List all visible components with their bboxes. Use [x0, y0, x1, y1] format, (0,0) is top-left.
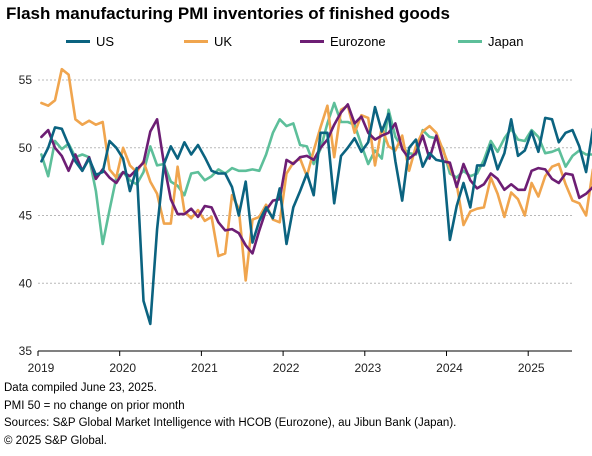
- legend-label-japan: Japan: [488, 34, 524, 49]
- series-line-us: [40, 105, 592, 326]
- legend-item-us: US: [66, 34, 114, 49]
- y-tick-label-50: 50: [19, 141, 33, 155]
- x-tick-label-2022: 2022: [273, 361, 300, 375]
- legend-label-uk: UK: [214, 34, 233, 49]
- line-chart: 35 40 45 50 55 2019 2020 2021 2022 2023 2024 2025: [19, 67, 592, 375]
- footnotes: Data compiled June 23, 2025. PMI 50 = no…: [4, 380, 456, 450]
- y-tick-label-35: 35: [19, 344, 33, 358]
- footnote-sources: Sources: S&P Global Market Intelligence …: [4, 417, 457, 429]
- legend-item-uk: UK: [184, 34, 232, 49]
- x-tick-label-2023: 2023: [354, 361, 381, 375]
- chart-title: Flash manufacturing PMI inventories of f…: [6, 4, 450, 23]
- x-axis-ticks: 2019 2020 2021 2022 2023 2024 2025: [28, 351, 545, 375]
- y-axis-ticks: 35 40 45 50 55: [19, 73, 33, 358]
- series-lines: [40, 67, 592, 326]
- y-tick-label-55: 55: [19, 73, 33, 87]
- x-tick-label-2019: 2019: [28, 361, 55, 375]
- x-tick-label-2024: 2024: [436, 361, 463, 375]
- series-line-japan: [40, 101, 592, 246]
- x-tick-label-2020: 2020: [109, 361, 136, 375]
- legend-swatch-us: [66, 40, 90, 43]
- legend-swatch-japan: [458, 40, 482, 43]
- legend-label-us: US: [96, 34, 115, 49]
- legend-swatch-eurozone: [300, 40, 324, 43]
- x-tick-label-2025: 2025: [518, 361, 545, 375]
- legend-item-eurozone: Eurozone: [300, 34, 386, 49]
- legend-label-eurozone: Eurozone: [330, 34, 386, 49]
- footnote-copyright: © 2025 S&P Global.: [4, 434, 107, 447]
- gridlines: [38, 79, 572, 352]
- footnote-pmi-definition: PMI 50 = no change on prior month: [4, 399, 185, 412]
- series-line-eurozone: [40, 103, 592, 255]
- footnote-data-compiled: Data compiled June 23, 2025.: [4, 382, 157, 394]
- legend-item-japan: Japan: [458, 34, 523, 49]
- y-tick-label-45: 45: [19, 209, 33, 223]
- x-tick-label-2021: 2021: [191, 361, 218, 375]
- legend: US UK Eurozone Japan: [0, 34, 592, 54]
- legend-swatch-uk: [184, 40, 208, 43]
- y-tick-label-40: 40: [19, 276, 33, 290]
